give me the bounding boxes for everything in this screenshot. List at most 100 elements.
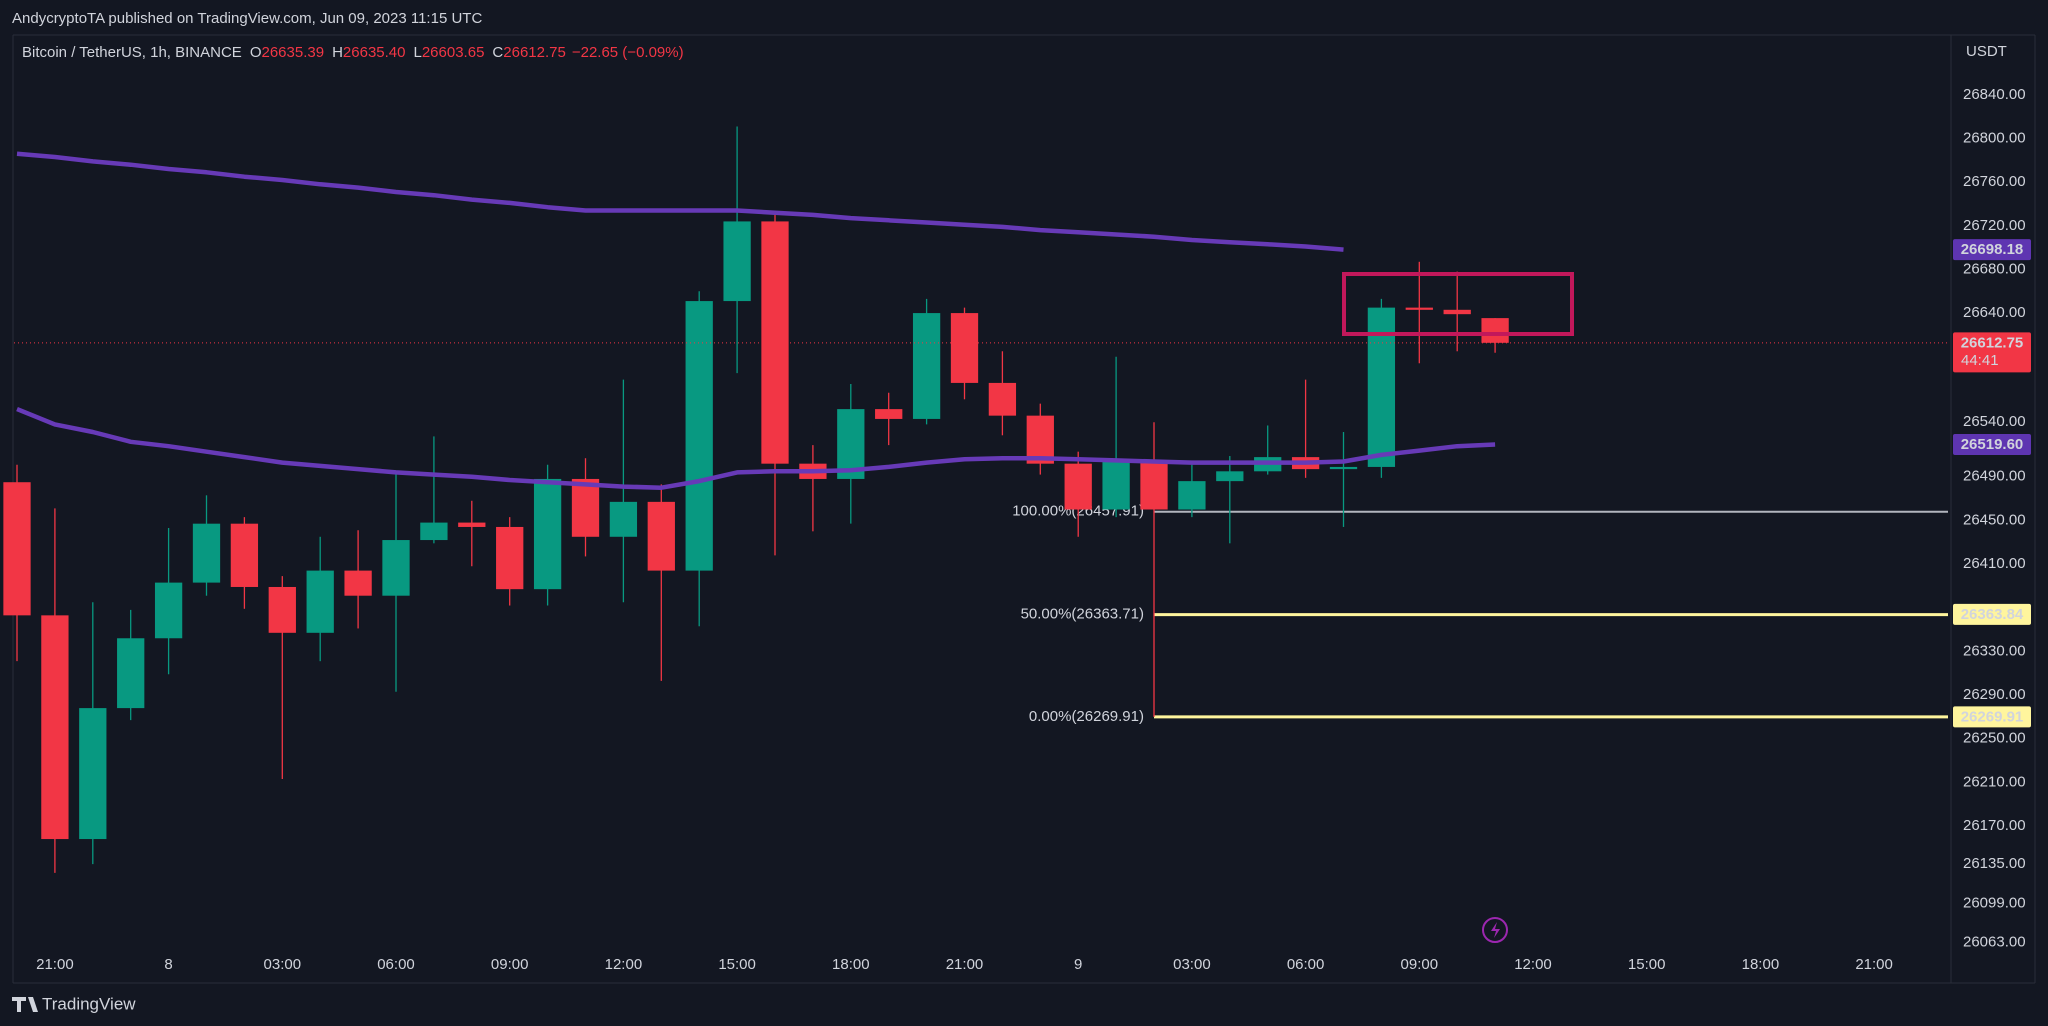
- x-tick-label: 12:00: [1514, 956, 1552, 973]
- candle-body: [609, 501, 638, 537]
- legend-key: L: [414, 44, 422, 61]
- candle-body: [1178, 481, 1206, 510]
- y-tick-label: 26540.00: [1963, 413, 2026, 430]
- y-tick-label: 26720.00: [1963, 217, 2026, 234]
- y-tick-label: 26490.00: [1963, 468, 2026, 485]
- moving-average: [16, 407, 1496, 490]
- candle-body: [3, 482, 31, 616]
- x-tick-label: 03:00: [264, 956, 302, 973]
- y-tick-label: 26170.00: [1963, 817, 2026, 834]
- candle-body: [1102, 461, 1130, 510]
- axis-layer: 21:00 8 03:00 06:00 09:00 12:00 15:00 18:00 21:0…: [36, 86, 2031, 973]
- symbol: Bitcoin / TetherUS, 1h, BINANCE: [22, 44, 242, 61]
- x-tick-label: 21:00: [1855, 956, 1893, 973]
- candle-body: [912, 313, 941, 419]
- candles-layer: [3, 126, 1509, 873]
- candle-body: [1026, 415, 1054, 464]
- price-label-box: [1953, 332, 2031, 373]
- x-tick-label: 18:00: [832, 956, 870, 973]
- candle-body: [306, 570, 334, 633]
- y-tick-label: 26800.00: [1963, 129, 2026, 146]
- y-tick-label: 26330.00: [1963, 642, 2026, 659]
- legend-value: 26635.39: [262, 44, 325, 61]
- countdown: 44:41: [1961, 352, 1999, 369]
- y-tick-label: 26135.00: [1963, 855, 2026, 872]
- legend-value: 26612.75: [503, 44, 566, 61]
- alert-icon[interactable]: [1482, 917, 1508, 943]
- candle-body: [344, 570, 372, 596]
- price-label: 26698.18: [1961, 241, 2024, 258]
- price-label-box: [1953, 603, 2031, 625]
- candle-body: [875, 409, 903, 419]
- candle-body: [268, 586, 296, 633]
- moving-average: [16, 151, 1344, 252]
- x-tick-label: 21:00: [946, 956, 984, 973]
- y-tick-label: 26410.00: [1963, 555, 2026, 572]
- legend-change: −22.65 (−0.09%): [572, 44, 684, 61]
- symbol-legend: Bitcoin / TetherUS, 1h, BINANCE O26635.39…: [22, 44, 684, 61]
- price-label: 26519.60: [1961, 436, 2024, 453]
- candle-body: [761, 221, 789, 464]
- currency: USDT: [1966, 43, 2007, 60]
- x-tick-label: 03:00: [1173, 956, 1211, 973]
- candle-body: [950, 313, 979, 383]
- candle-body: [1064, 463, 1092, 510]
- brand-logo: [12, 997, 38, 1012]
- candle-body: [1216, 471, 1244, 482]
- x-tick-label: 21:00: [36, 956, 74, 973]
- y-tick-label: 26450.00: [1963, 511, 2026, 528]
- brand: TradingView: [42, 994, 136, 1013]
- published-note: AndycryptoTA published on TradingView.co…: [12, 10, 482, 27]
- y-tick-label: 26840.00: [1963, 86, 2026, 103]
- x-tick-label: 15:00: [1628, 956, 1666, 973]
- candle-body: [1329, 466, 1358, 470]
- y-tick-label: 26063.00: [1963, 934, 2026, 951]
- y-tick-label: 26210.00: [1963, 773, 2026, 790]
- legend-key: O: [250, 44, 262, 61]
- candle-body: [988, 382, 1017, 416]
- candle-body: [685, 301, 713, 571]
- y-tick-label: 26760.00: [1963, 173, 2026, 190]
- x-tick-label: 06:00: [377, 956, 415, 973]
- y-tick-label: 26099.00: [1963, 894, 2026, 911]
- x-tick-label: 15:00: [718, 956, 756, 973]
- x-tick-label: 9: [1074, 956, 1082, 973]
- candle-body: [1367, 307, 1396, 467]
- x-tick-label: 18:00: [1742, 956, 1780, 973]
- candle-body: [1405, 307, 1433, 310]
- lines-layer: [14, 151, 1950, 490]
- highlight-box: [1342, 272, 1574, 336]
- x-tick-label: 09:00: [491, 956, 529, 973]
- y-tick-label: 26250.00: [1963, 730, 2026, 747]
- legend-value: 26603.65: [422, 44, 485, 61]
- price-label: 26363.84: [1961, 606, 2024, 623]
- x-tick-label: 12:00: [605, 956, 643, 973]
- candle-body: [382, 540, 410, 596]
- candle-body: [1443, 309, 1471, 315]
- candle-body: [1140, 461, 1168, 510]
- candle-body: [420, 522, 448, 541]
- price-label: 26269.91: [1961, 708, 2024, 725]
- price-label: 26612.75: [1961, 334, 2024, 351]
- legend-value: 26635.40: [343, 44, 406, 61]
- candle-body: [41, 615, 69, 840]
- candle-body: [458, 522, 486, 527]
- fib-label: 0.00%(26269.91): [1029, 708, 1144, 725]
- candle-body: [79, 708, 107, 840]
- legend-key: C: [492, 44, 503, 61]
- x-tick-label: 06:00: [1287, 956, 1325, 973]
- candle-body: [230, 523, 259, 587]
- candle-body: [647, 501, 675, 571]
- candle-body: [496, 526, 524, 590]
- candle-body: [154, 582, 183, 639]
- y-tick-label: 26290.00: [1963, 686, 2026, 703]
- price-label-box: [1953, 706, 2031, 728]
- y-tick-label: 26640.00: [1963, 304, 2026, 321]
- price-label-box: [1953, 433, 2031, 455]
- price-label-box: [1953, 239, 2031, 261]
- candle-body: [192, 523, 221, 583]
- candle-body: [533, 478, 562, 590]
- y-tick-label: 26680.00: [1963, 260, 2026, 277]
- candle-body: [117, 638, 145, 709]
